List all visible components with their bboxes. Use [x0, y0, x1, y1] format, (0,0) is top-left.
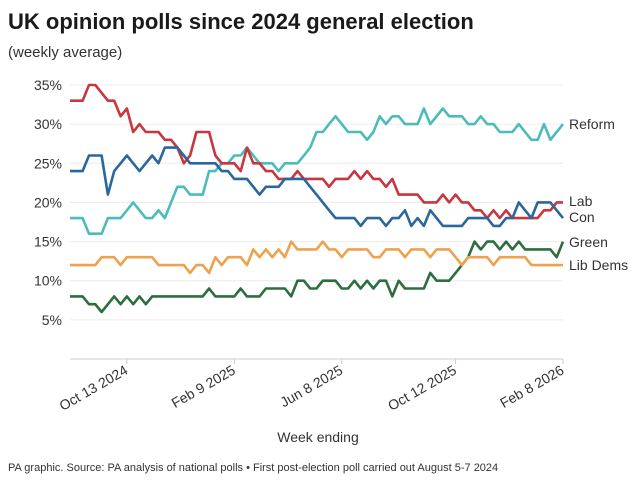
series-line-green [70, 240, 565, 314]
chart-title: UK opinion polls since 2024 general elec… [8, 9, 474, 34]
y-tick-label: 15% [34, 234, 62, 250]
y-tick-label: 35% [34, 77, 62, 93]
x-axis-title: Week ending [277, 429, 358, 445]
y-tick-label: 20% [34, 194, 62, 210]
x-tick-label: Oct 13 2024 [56, 362, 130, 414]
y-tick-label: 10% [34, 273, 62, 289]
series-line-reform [70, 107, 565, 235]
x-tick-label: Jun 8 2025 [277, 362, 345, 411]
series-line-con [70, 146, 565, 228]
series-label-lib-dems: Lib Dems [569, 257, 628, 273]
y-tick-label: 25% [34, 155, 62, 171]
x-tick-label: Oct 12 2025 [385, 362, 459, 414]
series-label-green: Green [569, 234, 608, 250]
x-tick-label: Feb 8 2026 [497, 362, 567, 411]
series-label-con: Con [569, 209, 595, 225]
footer-source: PA graphic. Source: PA analysis of natio… [8, 462, 498, 474]
y-axis: 5% 10% 15% 20% 25% 30% 35% [34, 77, 62, 328]
series-label-lab: Lab [569, 193, 593, 209]
series-line-lab [70, 83, 563, 220]
y-tick-label: 5% [42, 312, 62, 328]
gridlines [70, 84, 563, 321]
x-tick-label: Feb 9 2025 [168, 362, 238, 411]
y-tick-label: 30% [34, 116, 62, 132]
x-axis: Oct 13 2024 Feb 9 2025 Jun 8 2025 Oct 12 20… [56, 359, 567, 414]
series-lines [70, 83, 565, 314]
series-label-reform: Reform [569, 116, 615, 132]
series-line-lib-dems [70, 240, 563, 275]
chart-subtitle: (weekly average) [8, 44, 122, 61]
